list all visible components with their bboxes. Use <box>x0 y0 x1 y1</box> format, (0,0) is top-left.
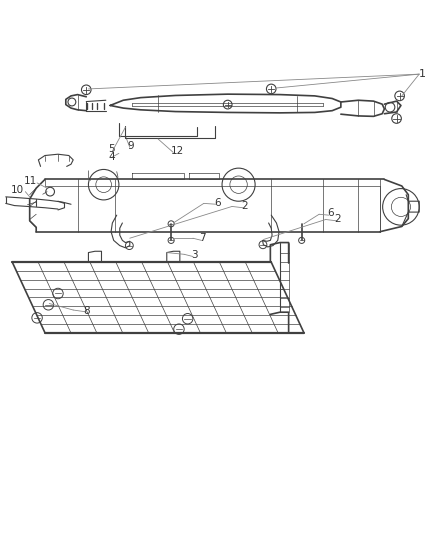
Text: 5: 5 <box>108 144 115 155</box>
Text: 8: 8 <box>83 305 90 316</box>
Text: 12: 12 <box>171 146 184 156</box>
Text: 10: 10 <box>11 184 24 195</box>
Text: 6: 6 <box>327 208 334 219</box>
Text: 2: 2 <box>334 214 341 224</box>
Text: 9: 9 <box>127 141 134 151</box>
Text: 6: 6 <box>214 198 220 207</box>
Text: 3: 3 <box>191 250 198 260</box>
Text: 1: 1 <box>419 69 426 79</box>
Text: 2: 2 <box>241 201 247 211</box>
Text: 7: 7 <box>199 233 206 243</box>
Text: 11: 11 <box>24 176 37 186</box>
Text: 4: 4 <box>108 152 115 162</box>
